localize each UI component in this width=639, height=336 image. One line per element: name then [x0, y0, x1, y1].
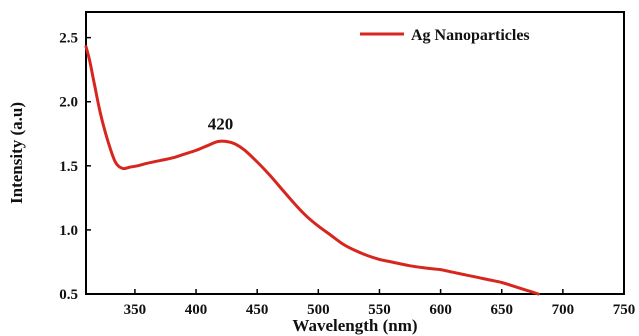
x-tick-label: 650	[490, 302, 513, 318]
x-tick-label: 700	[552, 302, 575, 318]
y-tick-label: 2.5	[59, 31, 78, 47]
x-tick-label: 400	[185, 302, 208, 318]
y-axis: 0.5 1.0 1.5 2.0 2.5	[59, 31, 91, 303]
peak-annotation: 420	[208, 114, 234, 133]
x-tick-label: 550	[368, 302, 391, 318]
y-tick-label: 1.5	[59, 159, 78, 175]
series-line-ag-nanoparticles	[84, 45, 540, 296]
x-tick-label: 350	[124, 302, 147, 318]
legend-label: Ag Nanoparticles	[411, 27, 530, 44]
y-tick-label: 1.0	[59, 223, 78, 239]
y-axis-title: Intensity (a.u)	[7, 102, 26, 204]
x-axis: 350 400 450 500 550 600 650 700 750	[124, 289, 636, 318]
x-tick-label: 600	[429, 302, 452, 318]
x-axis-title: Wavelength (nm)	[292, 316, 417, 335]
y-tick-label: 0.5	[59, 287, 78, 303]
x-tick-label: 450	[246, 302, 269, 318]
x-tick-label: 750	[613, 302, 636, 318]
y-tick-label: 2.0	[59, 95, 78, 111]
plot-frame	[85, 11, 625, 295]
x-tick-label: 500	[307, 302, 330, 318]
